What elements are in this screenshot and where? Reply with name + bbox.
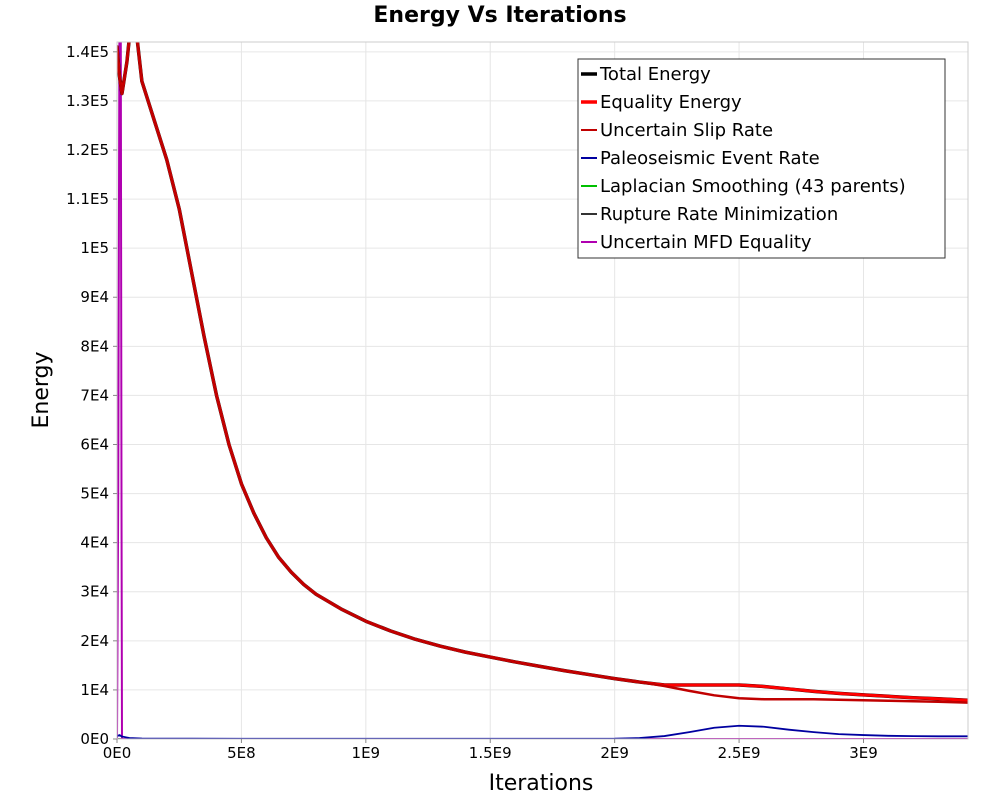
y-axis-label: Energy: [29, 351, 54, 428]
x-tick-label: 5E8: [227, 744, 256, 762]
chart-title: Energy Vs Iterations: [373, 3, 626, 28]
y-tick-label: 9E4: [80, 288, 109, 306]
x-tick-label: 2.5E9: [718, 744, 761, 762]
series-lines: [117, 42, 968, 739]
legend-item: Rupture Rate Minimization: [581, 204, 838, 225]
series-line-uncertain-slip-rate: [117, 42, 968, 704]
legend-label: Uncertain MFD Equality: [600, 232, 812, 253]
y-tick-label: 1E4: [80, 681, 109, 699]
y-tick-label: 6E4: [80, 435, 109, 453]
legend-item: Equality Energy: [581, 92, 742, 113]
y-tick-label: 2E4: [80, 632, 109, 650]
legend-item: Laplacian Smoothing (43 parents): [581, 176, 906, 197]
legend-label: Laplacian Smoothing (43 parents): [600, 176, 906, 197]
x-tick-label: 2E9: [600, 744, 629, 762]
legend-label: Uncertain Slip Rate: [600, 120, 773, 141]
legend-label: Total Energy: [599, 64, 711, 85]
y-tick-label: 7E4: [80, 386, 109, 404]
legend-item: Uncertain MFD Equality: [581, 232, 812, 253]
x-tick-label: 3E9: [849, 744, 878, 762]
legend-label: Paleoseismic Event Rate: [600, 148, 820, 169]
y-tick-label: 5E4: [80, 485, 109, 503]
series-line-paleoseismic-event-rate: [117, 724, 968, 739]
legend-item: Total Energy: [581, 64, 711, 85]
x-tick-label: 0E0: [103, 744, 132, 762]
series-line-uncertain-mfd-equality: [117, 42, 968, 739]
y-tick-label: 1.4E5: [66, 43, 109, 61]
y-tick-label: 0E0: [80, 730, 109, 748]
legend-item: Paleoseismic Event Rate: [581, 148, 820, 169]
x-tick-label: 1.5E9: [469, 744, 512, 762]
legend-box: [577, 58, 946, 259]
y-tick-label: 1.1E5: [66, 190, 109, 208]
legend-label: Equality Energy: [600, 92, 742, 113]
legend: Total Energy Equality Energy Uncertain Sli…: [577, 58, 946, 259]
legend-label: Rupture Rate Minimization: [600, 204, 838, 225]
y-tick-label: 1.3E5: [66, 92, 109, 110]
y-tick-label: 1E5: [80, 239, 109, 257]
y-tick-label: 3E4: [80, 583, 109, 601]
x-tick-label: 1E9: [352, 744, 381, 762]
y-tick-label: 1.2E5: [66, 141, 109, 159]
y-tick-label: 4E4: [80, 534, 109, 552]
legend-item: Uncertain Slip Rate: [581, 120, 773, 141]
tick-labels: 0E0 5E8 1E9 1.5E9 2E9 2.5E9 3E9 0E0 1E4 2E4 3E4 4E4…: [66, 43, 878, 762]
plot-frame: [116, 41, 969, 740]
x-axis-label: Iterations: [489, 771, 594, 796]
y-tick-label: 8E4: [80, 337, 109, 355]
